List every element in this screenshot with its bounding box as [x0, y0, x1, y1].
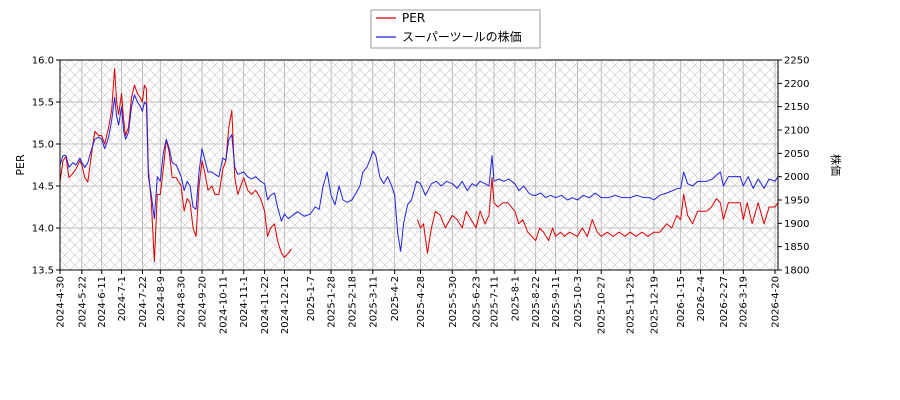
series-line-stock-price	[59, 94, 779, 252]
x-tick-label: 2024-8-9	[156, 276, 167, 321]
y2-tick-label: 2200	[784, 79, 809, 90]
y2-tick-label: 2150	[784, 102, 809, 113]
x-tick-label: 2025-5-30	[448, 276, 459, 328]
y-tick-label: 14.0	[32, 224, 54, 235]
x-tick-label: 2025-4-2	[390, 276, 401, 321]
x-tick-label: 2024-5-22	[77, 276, 88, 328]
plot-frame	[59, 59, 779, 271]
y2-tick-label: 2050	[784, 149, 809, 160]
x-tick-label: 2024-10-11	[218, 276, 229, 334]
y-tick-label: 15.0	[32, 140, 54, 151]
legend-box	[370, 9, 541, 49]
y-axis-title: PER	[14, 154, 27, 176]
x-tick-label: 2025-10-3	[573, 276, 584, 328]
series-layer	[59, 67, 779, 263]
y2-tick-label: 1800	[784, 266, 809, 277]
y-tick-label: 15.5	[32, 98, 54, 109]
y2-tick-label: 2000	[784, 172, 809, 183]
x-tick-label: 2024-8-30	[177, 276, 188, 328]
x-axis: 2024-4-30 2024-5-22 2024-6-11 2024-7-1 2024-…	[56, 270, 782, 334]
x-tick-label: 2024-6-11	[97, 276, 108, 328]
y2-tick-label: 1900	[784, 219, 809, 230]
y-axis-right: 1800 1850 1900 1950 2000 2050 2100 2150 2200 2250	[778, 56, 809, 277]
legend-label-stock-price: スーパーツールの株価	[402, 29, 522, 44]
x-tick-label: 2025-10-27	[597, 276, 608, 334]
x-tick-label: 2024-11-22	[260, 276, 271, 334]
x-tick-label: 2024-4-30	[56, 276, 67, 328]
x-tick-label: 2024-11-1	[239, 276, 250, 328]
x-tick-label: 2026-2-4	[696, 276, 707, 321]
legend-label-per: PER	[402, 11, 425, 25]
x-tick-label: 2024-7-22	[138, 276, 149, 328]
x-tick-label: 2025-8-1	[510, 276, 521, 321]
x-tick-label: 2024-9-20	[198, 276, 209, 328]
y-tick-label: 16.0	[32, 56, 54, 67]
x-tick-label: 2025-1-7	[306, 276, 317, 321]
x-tick-label: 2026-2-27	[719, 276, 730, 328]
y2-tick-label: 1850	[784, 242, 809, 253]
x-tick-label: 2026-3-19	[739, 276, 750, 328]
x-tick-label: 2025-11-25	[626, 276, 637, 334]
y-tick-label: 13.5	[32, 266, 54, 277]
x-tick-label: 2025-2-18	[347, 276, 358, 328]
x-tick-label: 2025-12-19	[649, 276, 660, 334]
y2-axis-title: 株価	[829, 154, 843, 176]
plot-hatch	[60, 60, 778, 270]
y-axis-left: 13.5 14.0 14.5 15.0 15.5 16.0	[32, 56, 60, 277]
x-tick-label: 2026-1-15	[676, 276, 687, 328]
x-tick-label: 2026-4-20	[771, 276, 782, 328]
x-tick-label: 2025-9-11	[551, 276, 562, 328]
x-tick-label: 2025-7-11	[489, 276, 500, 328]
x-tick-label: 2025-6-23	[472, 276, 483, 328]
y-tick-label: 14.5	[32, 182, 54, 193]
legend: PER スーパーツールの株価	[370, 9, 541, 49]
x-tick-label: 2025-3-11	[368, 276, 379, 328]
y2-tick-label: 2250	[784, 56, 809, 67]
series-line-per	[59, 67, 779, 263]
y2-tick-label: 2100	[784, 126, 809, 137]
x-tick-label: 2025-4-28	[416, 276, 427, 328]
x-tick-label: 2024-7-1	[117, 276, 128, 321]
x-tick-label: 2024-12-12	[280, 276, 291, 334]
y2-tick-label: 1950	[784, 196, 809, 207]
x-tick-label: 2025-1-28	[327, 276, 338, 328]
x-tick-label: 2025-8-22	[531, 276, 542, 328]
